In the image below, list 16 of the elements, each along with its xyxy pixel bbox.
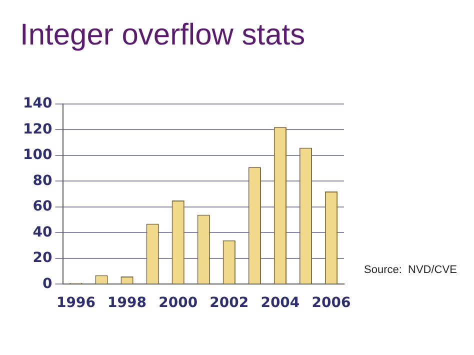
y-tick-label: 0 — [42, 276, 52, 292]
y-tick-label: 80 — [32, 172, 52, 189]
x-tick-label: 2004 — [260, 295, 300, 312]
chart-title: Integer overflow stats — [20, 18, 306, 52]
source-note: Source: NVD/CVE — [364, 264, 457, 276]
y-tick-label: 120 — [22, 121, 52, 138]
y-tick-label: 140 — [22, 96, 52, 112]
y-tick-label: 20 — [32, 250, 52, 266]
y-tick-label: 40 — [32, 224, 52, 240]
x-tick-label: 1996 — [56, 295, 96, 312]
y-tick-label: 60 — [32, 198, 52, 215]
x-tick-label: 2000 — [158, 295, 198, 312]
y-tick-label: 100 — [22, 147, 52, 164]
x-tick-label: 1998 — [108, 295, 147, 312]
x-tick-label: 2006 — [312, 295, 351, 312]
x-tick-label: 2002 — [210, 295, 249, 312]
